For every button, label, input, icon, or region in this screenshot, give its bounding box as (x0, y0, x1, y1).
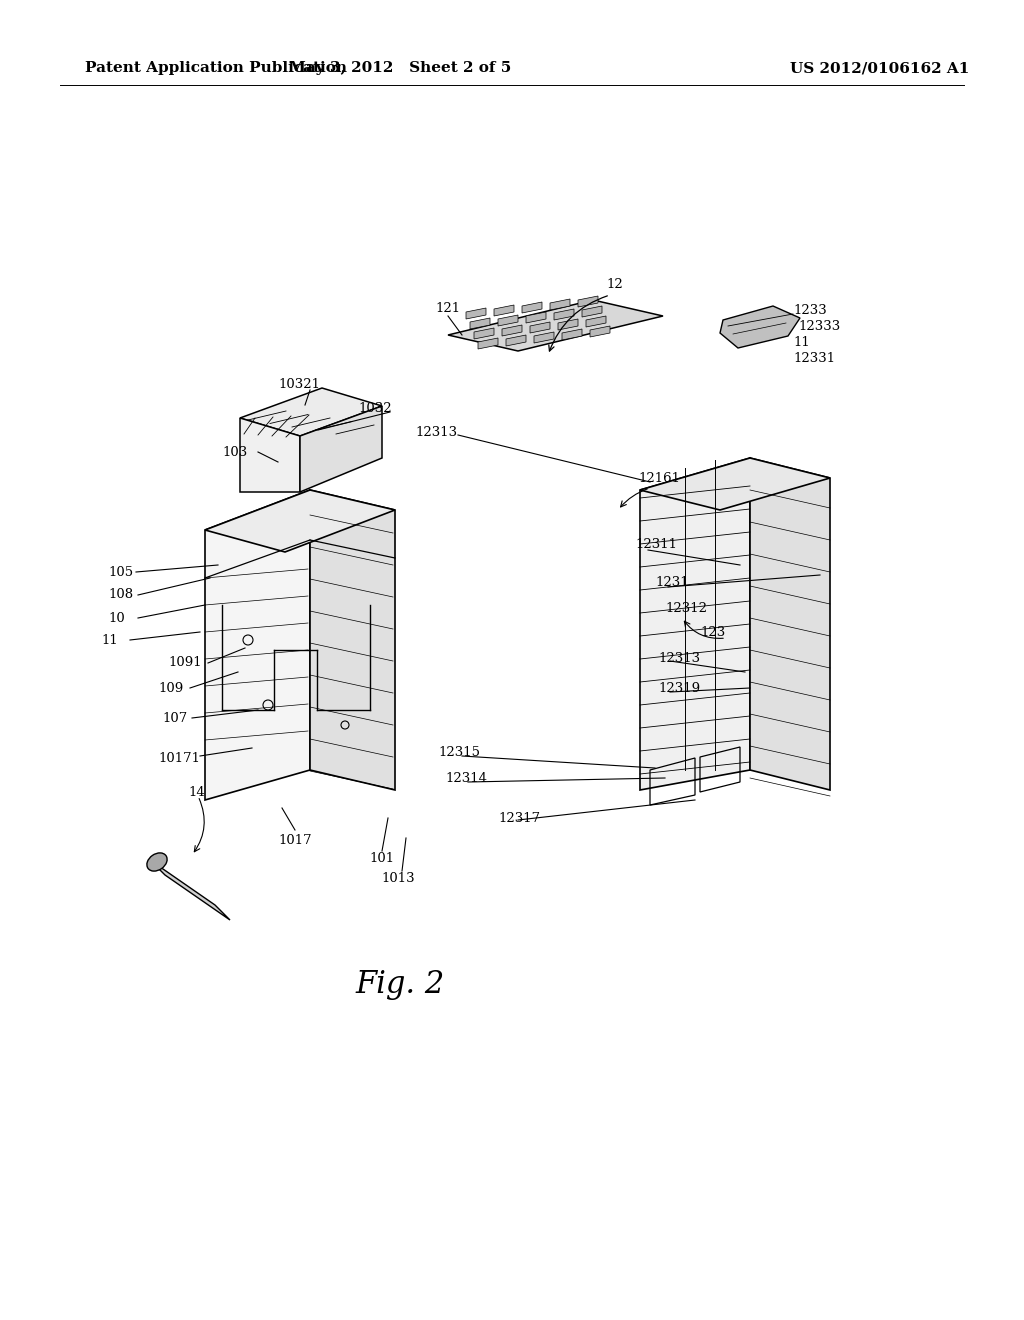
Text: 10171: 10171 (158, 751, 200, 764)
Text: 12313: 12313 (658, 652, 700, 664)
Text: 1233: 1233 (793, 304, 826, 317)
Polygon shape (750, 458, 830, 789)
Text: Fig. 2: Fig. 2 (355, 969, 444, 1001)
Polygon shape (205, 490, 310, 800)
Polygon shape (240, 388, 382, 436)
Text: 1017: 1017 (279, 833, 312, 846)
Polygon shape (240, 418, 300, 492)
Polygon shape (554, 309, 574, 319)
Ellipse shape (146, 853, 167, 871)
Text: 107: 107 (162, 711, 187, 725)
Polygon shape (720, 306, 800, 348)
Text: 12314: 12314 (445, 771, 487, 784)
Polygon shape (526, 312, 546, 323)
Text: Patent Application Publication: Patent Application Publication (85, 61, 347, 75)
Text: 11: 11 (101, 634, 118, 647)
Polygon shape (550, 300, 570, 310)
Polygon shape (640, 458, 830, 510)
Polygon shape (506, 335, 526, 346)
Polygon shape (310, 490, 395, 789)
Text: 12311: 12311 (635, 539, 677, 552)
Text: 12319: 12319 (658, 681, 700, 694)
Text: 12315: 12315 (438, 746, 480, 759)
Text: 103: 103 (223, 446, 248, 458)
Text: 121: 121 (435, 301, 461, 314)
Text: US 2012/0106162 A1: US 2012/0106162 A1 (790, 61, 970, 75)
Polygon shape (449, 300, 663, 351)
Polygon shape (150, 861, 230, 920)
Polygon shape (530, 322, 550, 333)
Text: 105: 105 (108, 565, 133, 578)
Text: 10: 10 (109, 611, 125, 624)
Polygon shape (558, 319, 578, 330)
Polygon shape (205, 490, 395, 552)
Polygon shape (578, 296, 598, 308)
Text: 12317: 12317 (498, 812, 540, 825)
Text: 1032: 1032 (358, 401, 391, 414)
Polygon shape (498, 315, 518, 326)
Polygon shape (478, 338, 498, 348)
Polygon shape (640, 458, 750, 789)
Text: 10321: 10321 (278, 379, 319, 392)
Polygon shape (494, 305, 514, 315)
Polygon shape (590, 326, 610, 337)
Text: 14: 14 (188, 785, 205, 799)
Polygon shape (582, 306, 602, 317)
Text: 12: 12 (606, 279, 624, 292)
Text: 1231: 1231 (655, 576, 688, 589)
Text: 12313: 12313 (415, 425, 457, 438)
Text: 101: 101 (370, 851, 394, 865)
Polygon shape (502, 325, 522, 337)
Text: 108: 108 (108, 589, 133, 602)
Polygon shape (534, 333, 554, 343)
Text: 1013: 1013 (381, 871, 415, 884)
Polygon shape (466, 308, 486, 319)
Text: 12312: 12312 (665, 602, 707, 615)
Text: 12333: 12333 (798, 319, 841, 333)
Polygon shape (300, 407, 382, 492)
Text: 12331: 12331 (793, 351, 836, 364)
Polygon shape (474, 327, 494, 339)
Text: 11: 11 (793, 335, 810, 348)
Text: May 3, 2012   Sheet 2 of 5: May 3, 2012 Sheet 2 of 5 (289, 61, 511, 75)
Polygon shape (522, 302, 542, 313)
Text: 109: 109 (158, 681, 183, 694)
Text: 1091: 1091 (168, 656, 202, 669)
Text: 12161: 12161 (638, 471, 680, 484)
Polygon shape (562, 329, 582, 341)
Text: 123: 123 (700, 626, 725, 639)
Polygon shape (470, 318, 490, 329)
Polygon shape (586, 315, 606, 327)
